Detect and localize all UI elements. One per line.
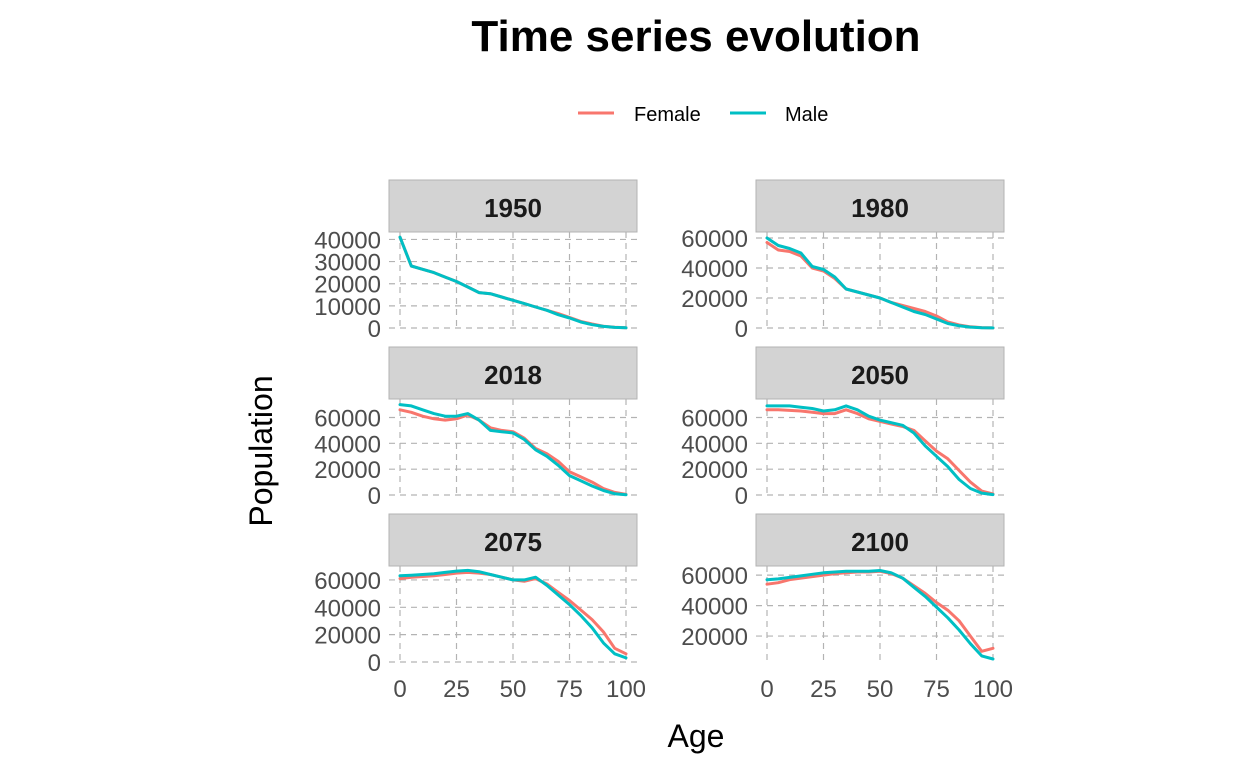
facet-panels: 1950010000200003000040000198002000040000… (314, 179, 1013, 703)
x-tick-label: 50 (500, 676, 527, 703)
facet-strip (388, 346, 638, 400)
x-tick-label: 0 (393, 676, 406, 703)
x-tick-label: 100 (606, 676, 646, 703)
series-line-male (398, 403, 628, 497)
y-tick-label: 20000 (314, 457, 381, 484)
facet-strip (755, 179, 1005, 233)
facet-strip (388, 513, 638, 567)
x-tick-label: 75 (556, 676, 583, 703)
x-tick-label: 75 (923, 676, 950, 703)
y-tick-label: 40000 (314, 431, 381, 458)
legend-label-male: Male (785, 104, 828, 126)
series-line-male (398, 235, 628, 330)
x-tick-label: 25 (443, 676, 470, 703)
x-tick-label: 50 (867, 676, 894, 703)
y-tick-label: 60000 (314, 568, 381, 595)
y-tick-label: 0 (368, 650, 381, 677)
x-axis-title: Age (668, 718, 725, 754)
y-tick-label: 40000 (314, 227, 381, 254)
facet-strip-label: 2100 (851, 527, 909, 557)
x-tick-label: 100 (973, 676, 1013, 703)
series-line-male (765, 569, 995, 661)
y-tick-label: 20000 (314, 272, 381, 299)
y-tick-label: 40000 (314, 595, 381, 622)
y-tick-label: 60000 (681, 406, 748, 433)
y-tick-label: 20000 (314, 623, 381, 650)
y-tick-label: 40000 (681, 594, 748, 621)
y-tick-label: 0 (735, 316, 748, 343)
y-tick-label: 20000 (681, 286, 748, 313)
x-tick-label: 0 (760, 676, 773, 703)
y-tick-label: 30000 (314, 250, 381, 277)
facet-strip-label: 2075 (484, 527, 542, 557)
y-tick-label: 40000 (681, 431, 748, 458)
legend-label-female: Female (634, 104, 701, 126)
y-tick-label: 10000 (314, 294, 381, 321)
y-tick-label: 0 (368, 316, 381, 343)
facet-strip-label: 1980 (851, 193, 909, 223)
y-tick-label: 40000 (681, 256, 748, 283)
facet-strip (755, 346, 1005, 400)
facet-strip-label: 2018 (484, 360, 542, 390)
x-tick-label: 25 (810, 676, 837, 703)
y-axis-title: Population (243, 375, 279, 526)
y-tick-label: 60000 (681, 563, 748, 590)
facet-strip (755, 513, 1005, 567)
legend: Female Male (578, 104, 828, 126)
y-tick-label: 20000 (681, 624, 748, 651)
series-line-male (765, 236, 995, 330)
chart-title: Time series evolution (471, 12, 920, 61)
series-line-male (765, 404, 995, 497)
facet-strip-label: 1950 (484, 193, 542, 223)
y-tick-label: 60000 (681, 226, 748, 253)
y-tick-label: 0 (368, 483, 381, 510)
facet-strip (388, 179, 638, 233)
y-tick-label: 60000 (314, 406, 381, 433)
facet-strip-label: 2050 (851, 360, 909, 390)
facet-panel-1980: 1980 0 20000 40000 60000 (681, 179, 1005, 343)
series-line-male (398, 568, 628, 660)
facet-panel-2100: 2100 20000 40000 60000 0 25 50 75 100 (681, 513, 1013, 703)
y-tick-label: 0 (735, 483, 748, 510)
y-tick-label: 20000 (681, 457, 748, 484)
